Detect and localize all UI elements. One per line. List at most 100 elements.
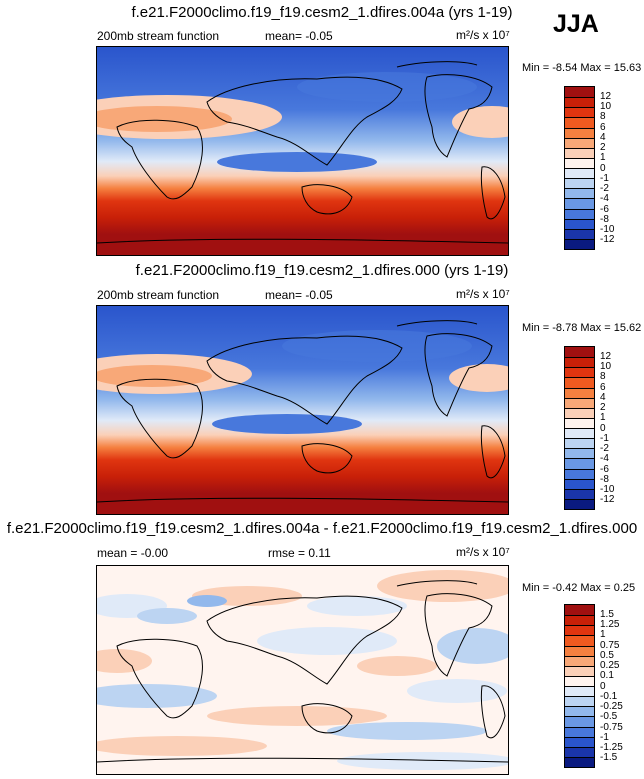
panel-2-colorbar-tick: 2 [600,402,606,413]
panel-3-colorbar-swatch [565,675,594,686]
panel-1-colorbar-tick: 4 [600,132,606,143]
panel-1-colorbar-tick: -4 [600,193,609,204]
panel-2-colorbar-swatch [565,347,594,358]
panel-3-colorbar-tick: -0.1 [600,691,618,702]
panel-1-colorbar-tick: -8 [600,214,609,225]
panel-1-colorbar-tick: 1 [600,152,606,163]
panel-2-map-field [97,306,508,514]
panel-2-colorbar-tick: 0 [600,423,606,434]
panel-3-colorbar-swatch [565,716,594,727]
panel-1-colorbar-tick: -2 [600,183,609,194]
panel-2-colorbar-swatch [565,387,594,398]
panel-3-colorbar-swatch [565,706,594,717]
panel-3-colorbar-tick: 0.25 [600,660,620,671]
panel-2-colorbar-swatch [565,407,594,418]
panel-1-colorbar-swatch [565,238,594,249]
panel-1-colorbar-swatch [565,127,594,138]
panel-1-colorbar-swatch [565,168,594,179]
panel-2-colorbar-tick: -6 [600,464,609,475]
panel-2-colorbar-swatch [565,448,594,459]
panel-1-colorbar-tick: 6 [600,122,606,133]
panel-3-colorbar-tick: 0 [600,681,606,692]
panel-3-map [96,565,509,775]
panel-1-colorbar-tick: -6 [600,204,609,215]
panel-2-units-label: m²/s x 10⁷ [456,287,510,301]
panel-2-colorbar-swatch [565,498,594,509]
panel-1-colorbar-swatch [565,178,594,189]
panel-3-colorbar-tick: 1 [600,629,606,640]
panel-3-colorbar-tick: -1.5 [600,752,618,763]
panel-1-colorbar-tick: -12 [600,234,615,245]
panel-3-colorbar-tick: -0.75 [600,722,623,733]
panel-2-colorbar-swatch [565,377,594,388]
panel-1-title: f.e21.F2000climo.f19_f19.cesm2_1.dfires.… [131,4,513,21]
panel-3-colorbar-tick: -0.5 [600,711,618,722]
panel-3-minmax: Min = -0.42 Max = 0.25 [522,582,636,594]
panel-3-colorbar-tick: -0.25 [600,701,623,712]
panel-3-colorbar-tick: 1.25 [600,619,620,630]
panel-3-colorbar-tick: 1.5 [600,609,614,620]
panel-1-variable-label: 200mb stream function [97,29,220,43]
panel-1-map [96,46,509,256]
panel-2-colorbar-tick: -8 [600,474,609,485]
panel-1-minmax: Min = -8.54 Max = 15.63 [522,62,642,74]
panel-2-colorbar-swatch [565,428,594,439]
panel-1-colorbar-swatch [565,208,594,219]
panel-3-colorbar-swatch [565,726,594,737]
panel-3-colorbar-swatch [565,645,594,656]
panel-1-colorbar-swatch [565,228,594,239]
panel-3-colorbar-swatch [565,736,594,747]
panel-1-colorbar-swatch [565,188,594,199]
panel-3-colorbar-tick: 0.1 [600,670,614,681]
panel-1-colorbar-tick: 12 [600,91,612,102]
panel-1-mean-label: mean= -0.05 [265,29,333,43]
panel-1-colorbar-swatch [565,218,594,229]
panel-2-colorbar-tick: 4 [600,392,606,403]
panel-1-colorbar-swatch [565,198,594,209]
panel-1-colorbar-swatch [565,107,594,118]
panel-1-colorbar-tick: -10 [600,224,615,235]
panel-2-colorbar-swatch [565,367,594,378]
panel-1-colorbar-tick: 8 [600,111,606,122]
panel-1-colorbar-swatch [565,137,594,148]
panel-3-colorbar-tick: -1 [600,732,609,743]
season-label: JJA [553,10,599,38]
panel-2-colorbar-tick: -4 [600,453,609,464]
panel-3-colorbar-swatch [565,696,594,707]
panel-2-colorbar-tick: 8 [600,371,606,382]
panel-1-colorbar-tick: 0 [600,163,606,174]
panel-1-colorbar-swatch [565,157,594,168]
panel-2-colorbar-swatch [565,478,594,489]
panel-2-map [96,305,509,515]
panel-3-units-label: m²/s x 10⁷ [456,545,510,559]
panel-2-colorbar-tick: 6 [600,382,606,393]
panel-2-colorbar-swatch [565,468,594,479]
panel-2-colorbar-tick: -2 [600,443,609,454]
panel-1-colorbar-tick: 2 [600,142,606,153]
panel-1-colorbar-swatch [565,147,594,158]
panel-1-colorbar-swatch [565,117,594,128]
panel-3-colorbar-tick: 0.75 [600,640,620,651]
panel-2-colorbar [564,346,595,510]
panel-3-map-field [97,566,508,774]
panel-2-colorbar-tick: -12 [600,494,615,505]
panel-1-colorbar-tick: -1 [600,173,609,184]
panel-3-colorbar-swatch [565,635,594,646]
panel-3-mean-label: mean = -0.00 [97,546,169,560]
panel-1-colorbar [564,86,595,250]
panel-3-colorbar-swatch [565,665,594,676]
panel-2-colorbar-tick: 1 [600,412,606,423]
panel-2-colorbar-tick: -1 [600,433,609,444]
panel-3-colorbar-swatch [565,686,594,697]
panel-2-mean-label: mean= -0.05 [265,288,333,302]
panel-2-minmax: Min = -8.78 Max = 15.62 [522,322,642,334]
panel-2-colorbar-tick: 12 [600,351,612,362]
panel-3-colorbar-swatch [565,625,594,636]
panel-3-colorbar-swatch [565,605,594,616]
panel-2-title: f.e21.F2000climo.f19_f19.cesm2_1.dfires.… [135,262,509,279]
panel-2-colorbar-swatch [565,488,594,499]
panel-1-map-field [97,47,508,255]
panel-1-colorbar-swatch [565,97,594,108]
panel-2-colorbar-swatch [565,438,594,449]
panel-2-colorbar-swatch [565,417,594,428]
